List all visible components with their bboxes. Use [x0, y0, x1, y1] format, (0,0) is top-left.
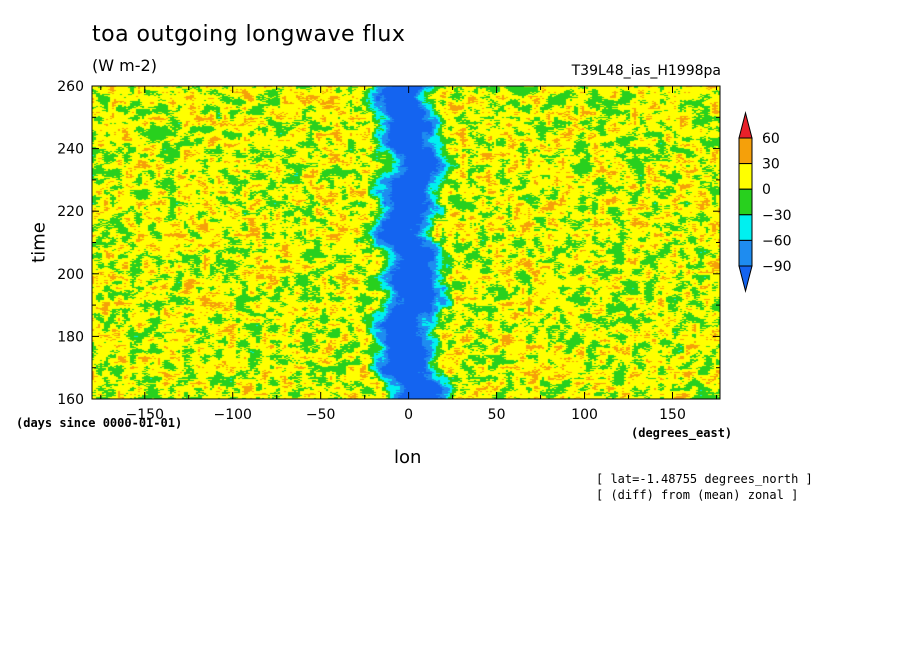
y-tick-label: 240 [57, 142, 84, 158]
y-tick-label: 260 [57, 79, 84, 95]
colorbar-segment [738, 137, 753, 165]
colorbar-label: 30 [762, 157, 780, 173]
chart-title: toa outgoing longwave flux [92, 22, 406, 47]
x-tick-label: −50 [306, 407, 336, 423]
x-tick-label: 100 [571, 407, 598, 423]
diff-note: [ (diff) from (mean) zonal ] [596, 488, 799, 502]
colorbar-label: 0 [762, 182, 771, 198]
x-tick-label: 50 [488, 407, 506, 423]
x-tick-label: −150 [126, 407, 164, 423]
colorbar-segment [738, 163, 753, 190]
x-axis-units: (degrees_east) [631, 426, 733, 440]
heatmap-field [92, 86, 720, 399]
x-tick-label: −100 [214, 407, 252, 423]
chart-units: (W m-2) [92, 56, 157, 75]
colorbar-label: 60 [762, 131, 780, 147]
x-axis-label: lon [394, 447, 422, 468]
colorbar-label: −90 [762, 259, 792, 275]
run-label: T39L48_ias_H1998pa [571, 63, 721, 79]
colorbar-arrow-bottom [738, 265, 753, 293]
y-tick-label: 200 [57, 267, 84, 283]
y-tick-label: 180 [57, 329, 84, 345]
latitude-note: [ lat=-1.48755 degrees_north ] [596, 472, 813, 486]
colorbar-segment [738, 188, 753, 216]
colorbar-segment [738, 239, 753, 267]
colorbar-arrow-top [738, 111, 753, 139]
colorbar-segment [738, 214, 753, 241]
x-tick-label: 0 [404, 407, 413, 423]
x-tick-label: 150 [659, 407, 686, 423]
colorbar-label: −60 [762, 233, 792, 249]
y-tick-label: 220 [57, 204, 84, 220]
y-tick-label: 160 [57, 392, 84, 408]
colorbar: 60 30 0 −30 −60 −90 [738, 111, 792, 293]
y-axis-units: (days since 0000-01-01) [16, 416, 183, 430]
colorbar-label: −30 [762, 208, 792, 224]
